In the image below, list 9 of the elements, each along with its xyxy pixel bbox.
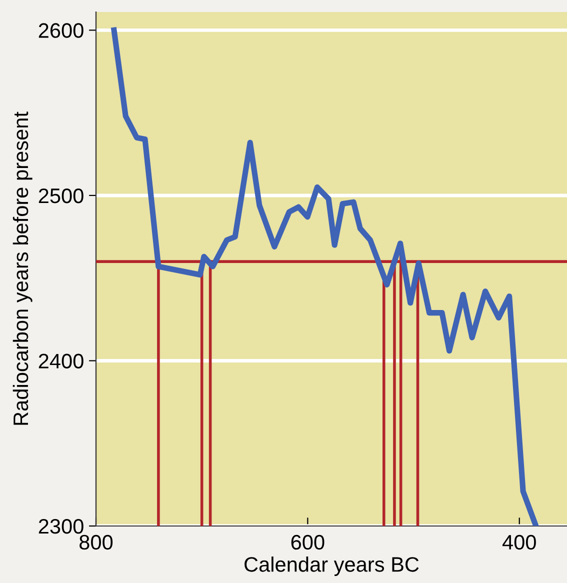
y-tick-label: 2500 <box>38 188 84 204</box>
y-axis-title: Radiocarbon years before present <box>12 112 32 425</box>
y-tick-label: 2300 <box>38 519 84 534</box>
x-tick-label: 400 <box>502 534 536 550</box>
y-tick-label: 2400 <box>38 354 84 368</box>
x-axis-title: Calendar years BC <box>244 556 419 576</box>
y-tick-label: 2600 <box>38 23 84 38</box>
x-tick-label: 600 <box>291 534 324 550</box>
x-tick-label: 800 <box>80 534 113 550</box>
